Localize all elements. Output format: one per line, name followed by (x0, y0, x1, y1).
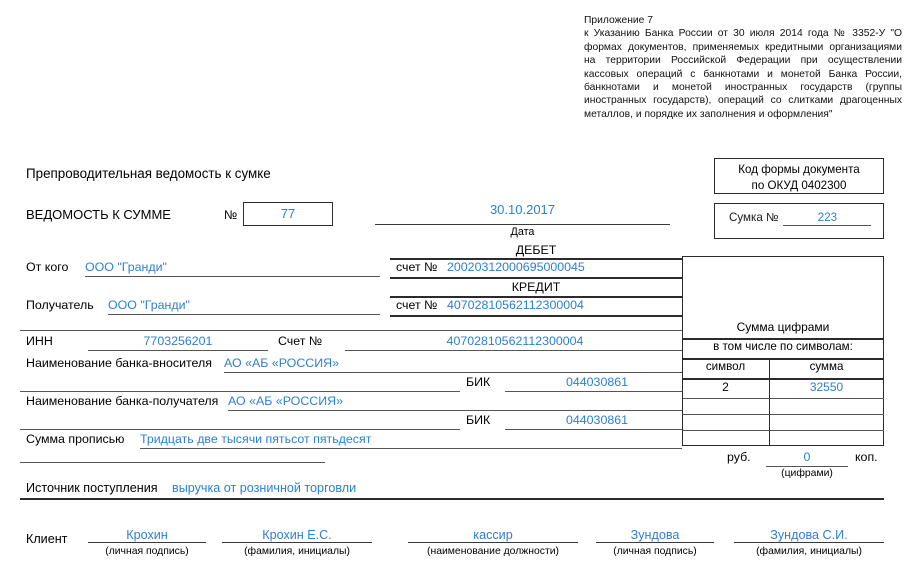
bag-number-value[interactable]: 223 (783, 211, 872, 226)
recipient-bik-underline (505, 429, 682, 431)
inn-label: ИНН (26, 334, 53, 348)
client-signature-caption: (личная подпись) (105, 546, 189, 557)
client-name-value[interactable]: Крохин Е.С. (222, 528, 372, 543)
debet-account-label: счет № (396, 260, 438, 274)
payer-bik-label: БИК (466, 375, 491, 389)
grid-line (682, 256, 684, 446)
grid-line (682, 430, 884, 432)
source-label: Источник поступления (26, 481, 158, 495)
summary-row-amount[interactable]: 32550 (809, 380, 844, 394)
grid-line (682, 378, 884, 380)
summary-title: Сумма цифрами (736, 320, 830, 334)
summary-subtitle: в том числе по символам: (713, 340, 853, 353)
grid-line (682, 338, 884, 340)
recipient-bik-label: БИК (466, 413, 491, 427)
okud-label-line2: по ОКУД 0402300 (751, 178, 847, 192)
recipient-bank-label: Наименование банка-получателя (26, 394, 219, 408)
kop-underline (766, 466, 848, 468)
payer-underline (85, 276, 380, 278)
recipient-bik-value[interactable]: 044030861 (565, 413, 629, 427)
kop-value[interactable]: 0 (803, 450, 811, 464)
credit-account-value[interactable]: 40702810562112300004 (447, 298, 584, 312)
summary-col-symbol: символ (705, 360, 746, 373)
cashier-signature-caption: (личная подпись) (613, 546, 697, 557)
debet-account-value[interactable]: 20020312000695000045 (447, 260, 585, 274)
cashier-signature-value[interactable]: Зундова (596, 528, 714, 543)
amount-in-words-value[interactable]: Тридцать две тысячи пятьсот пятьдесят (140, 432, 372, 446)
credit-caption: КРЕДИТ (511, 280, 561, 294)
amount-in-words-underline (140, 448, 682, 450)
statement-number-value: 77 (280, 206, 296, 221)
bag-number-box: Сумка № 223 (714, 203, 884, 239)
recipient-label: Получатель (26, 298, 94, 312)
rub-label: руб. (727, 450, 751, 464)
grid-line (20, 429, 460, 431)
grid-line (390, 277, 682, 279)
inn-underline (88, 350, 268, 352)
okud-code-box: Код формы документа по ОКУД 0402300 (714, 158, 884, 194)
source-underline (20, 498, 884, 500)
debet-caption: ДЕБЕТ (515, 243, 557, 257)
cashier-name-caption: (фамилия, инициалы) (756, 546, 862, 557)
grid-line (682, 358, 884, 360)
client-signature-value[interactable]: Крохин (88, 528, 206, 543)
digits-caption: (цифрами) (781, 468, 833, 479)
recipient-value[interactable]: ООО "Гранди" (108, 298, 190, 312)
legal-reference-note: Приложение 7 к Указанию Банка России от … (584, 14, 902, 121)
payer-bik-value[interactable]: 044030861 (565, 375, 629, 389)
account-underline (345, 350, 682, 352)
statement-number-symbol: № (224, 208, 238, 222)
amount-in-words-label: Сумма прописью (26, 432, 125, 446)
legal-note-body: к Указанию Банка России от 30 июля 2014 … (584, 28, 902, 120)
source-value[interactable]: выручка от розничной торговли (172, 481, 357, 495)
client-name-caption: (фамилия, инициалы) (244, 546, 350, 557)
statement-label: ВЕДОМОСТЬ К СУММЕ (26, 207, 171, 222)
grid-line (682, 414, 884, 416)
legal-note-line1: Приложение 7 (584, 15, 653, 26)
cashier-name-value[interactable]: Зундова С.И. (734, 528, 884, 543)
summary-col-amount: сумма (809, 360, 844, 373)
grid-line (20, 391, 460, 393)
page-title: Препроводительная ведомость к сумке (26, 166, 271, 181)
recipient-bank-value[interactable]: АО «АБ «РОССИЯ» (228, 394, 343, 408)
kop-label: коп. (855, 450, 878, 464)
account-label: Счет № (278, 334, 323, 348)
payer-bank-underline (224, 372, 682, 374)
grid-line (769, 358, 771, 446)
credit-account-label: счет № (396, 298, 438, 312)
recipient-bank-underline (228, 410, 682, 412)
grid-line (20, 330, 682, 332)
payer-bank-value[interactable]: АО «АБ «РОССИЯ» (224, 356, 339, 370)
account-value[interactable]: 40702810562112300004 (446, 334, 584, 348)
grid-line (390, 315, 682, 317)
grid-line (682, 398, 884, 400)
payer-value[interactable]: ООО "Гранди" (85, 260, 167, 274)
payer-label: От кого (26, 260, 69, 274)
position-value[interactable]: кассир (408, 528, 578, 543)
summary-row-symbol[interactable]: 2 (722, 380, 729, 394)
statement-date-caption: Дата (510, 226, 535, 238)
payer-bank-label: Наименование банка-вносителя (26, 356, 212, 370)
position-caption: (наименование должности) (427, 546, 559, 557)
grid-line (390, 258, 682, 260)
statement-date-value: 30.10.2017 (489, 202, 556, 217)
recipient-underline (108, 314, 380, 316)
statement-number-field[interactable]: 77 (243, 202, 333, 226)
okud-label-line1: Код формы документа (738, 163, 860, 176)
statement-date-field[interactable]: 30.10.2017 (375, 202, 670, 225)
client-label: Клиент (26, 532, 68, 546)
rub-underline (20, 462, 325, 464)
payer-bik-underline (505, 391, 682, 393)
bag-number-label: Сумка № (729, 211, 779, 224)
inn-value[interactable]: 7703256201 (143, 334, 213, 348)
grid-line (390, 296, 682, 298)
